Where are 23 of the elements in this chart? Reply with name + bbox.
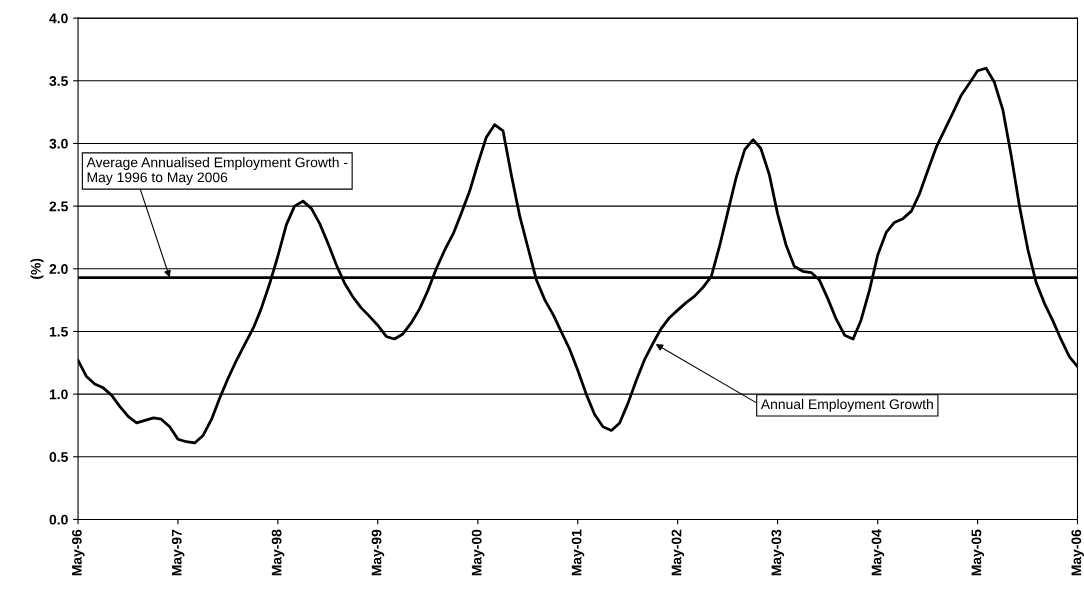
y-tick-label: 0.0	[49, 514, 68, 525]
x-tick-label: May-03	[771, 529, 785, 576]
x-tick-label: May-96	[71, 529, 85, 576]
x-tick-label: May-99	[371, 529, 385, 576]
annotation: Annual Employment Growth	[760, 398, 933, 412]
y-tick-label: 4.0	[49, 13, 68, 24]
x-tick-label: May-98	[271, 529, 285, 576]
x-tick-label: May-04	[871, 529, 885, 576]
y-tick-label: 0.5	[49, 452, 68, 462]
y-tick-label: 2.5	[49, 201, 68, 212]
y-tick-label: 1.5	[49, 326, 68, 337]
x-tick-label: May-00	[471, 529, 485, 576]
y-axis-title: (%)	[30, 258, 44, 279]
y-tick-label: 2.0	[49, 264, 68, 274]
x-tick-label: May-05	[971, 529, 985, 576]
y-tick-label: 1.0	[49, 389, 68, 400]
x-tick-label: May-97	[171, 529, 185, 576]
y-tick-label: 3.5	[49, 76, 68, 86]
x-tick-label: May-06	[1071, 529, 1084, 576]
ref-line-label: Average Annualised Employment Growth - May 1996 to May 2006	[86, 157, 348, 185]
y-tick-label: 3.0	[49, 138, 68, 149]
x-tick-label: May-01	[571, 529, 585, 576]
x-tick-label: May-02	[671, 529, 685, 576]
